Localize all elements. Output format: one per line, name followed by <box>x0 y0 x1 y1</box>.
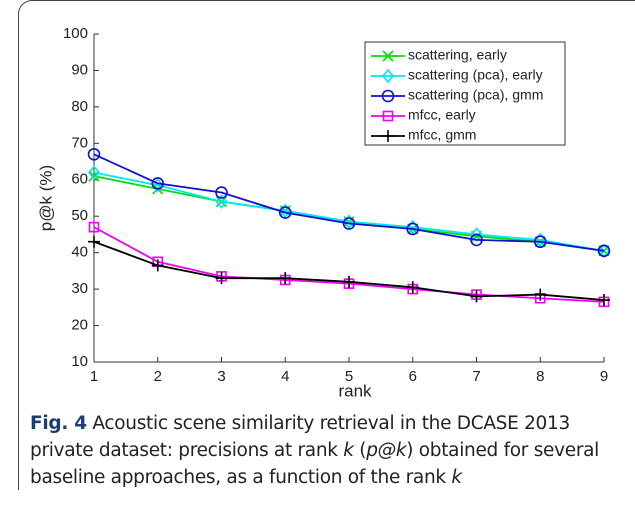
marker <box>470 290 483 303</box>
y-tick-label: 90 <box>71 61 88 78</box>
caption-label: Fig. 4 <box>30 413 87 434</box>
legend-marker <box>382 130 394 142</box>
x-tick-label: 7 <box>472 368 480 385</box>
marker <box>87 147 101 161</box>
caption-text: k <box>343 440 354 461</box>
marker <box>533 235 547 249</box>
marker <box>470 233 483 247</box>
legend-label: scattering (pca), early <box>408 67 543 83</box>
y-tick-label: 50 <box>71 207 88 224</box>
caption: Fig. 4 Acoustic scene similarity retriev… <box>30 410 625 491</box>
y-tick-label: 10 <box>71 353 88 370</box>
legend-label: scattering, early <box>408 47 507 63</box>
marker <box>278 206 292 219</box>
legend-box <box>364 41 566 146</box>
legend-marker <box>381 89 395 103</box>
caption-text: ( <box>353 440 367 461</box>
x-tick-label: 1 <box>90 368 98 385</box>
x-tick-label: 2 <box>154 368 162 385</box>
marker <box>88 221 100 233</box>
y-tick-label: 60 <box>71 171 88 188</box>
marker <box>406 222 420 236</box>
marker <box>215 272 228 285</box>
legend-label: mfcc, gmm <box>408 127 476 143</box>
marker <box>215 186 228 199</box>
caption-text: Acoustic scene similarity retrieval in t… <box>30 413 570 461</box>
marker <box>597 244 611 258</box>
y-tick-label: 80 <box>71 98 88 115</box>
legend-marker <box>382 50 394 62</box>
marker <box>215 194 228 209</box>
legend-marker <box>382 110 394 122</box>
x-tick-label: 8 <box>536 368 544 385</box>
x-tick-label: 5 <box>345 368 353 385</box>
legend-label: scattering (pca), gmm <box>408 87 543 103</box>
x-tick-label: 6 <box>409 368 417 385</box>
y-tick-label: 30 <box>71 280 88 297</box>
marker <box>342 217 356 230</box>
legend-label: mfcc, early <box>408 107 476 123</box>
y-tick-label: 20 <box>71 317 88 334</box>
series-line <box>93 171 605 252</box>
y-tick-label: 40 <box>71 244 88 261</box>
marker <box>151 259 164 272</box>
caption-text: ) obtained for several baseline approach… <box>30 440 600 488</box>
marker <box>534 288 547 301</box>
x-axis-label: rank <box>338 381 372 400</box>
legend-marker <box>381 68 395 84</box>
chart: rank p@k (%) 10 20 30 40 50 60 70 80 90 100 1 2 3 4 5 6… <box>36 25 611 400</box>
y-axis-label: p@k (%) <box>36 165 55 231</box>
figure-frame <box>18 0 635 490</box>
series-line <box>93 240 605 301</box>
marker <box>88 235 100 248</box>
x-tick-label: 3 <box>217 368 225 385</box>
marker <box>598 294 610 307</box>
x-tick-label: 4 <box>281 368 289 385</box>
marker <box>279 272 292 285</box>
y-tick-label: 100 <box>63 25 88 42</box>
marker <box>151 177 165 190</box>
marker <box>406 281 419 294</box>
series-line <box>93 153 605 252</box>
y-tick-label: 70 <box>71 134 88 151</box>
marker <box>343 275 355 288</box>
caption-text: p@k <box>366 440 407 461</box>
marker <box>87 165 101 180</box>
x-tick-label: 9 <box>600 368 608 385</box>
caption-text: k <box>451 467 462 488</box>
